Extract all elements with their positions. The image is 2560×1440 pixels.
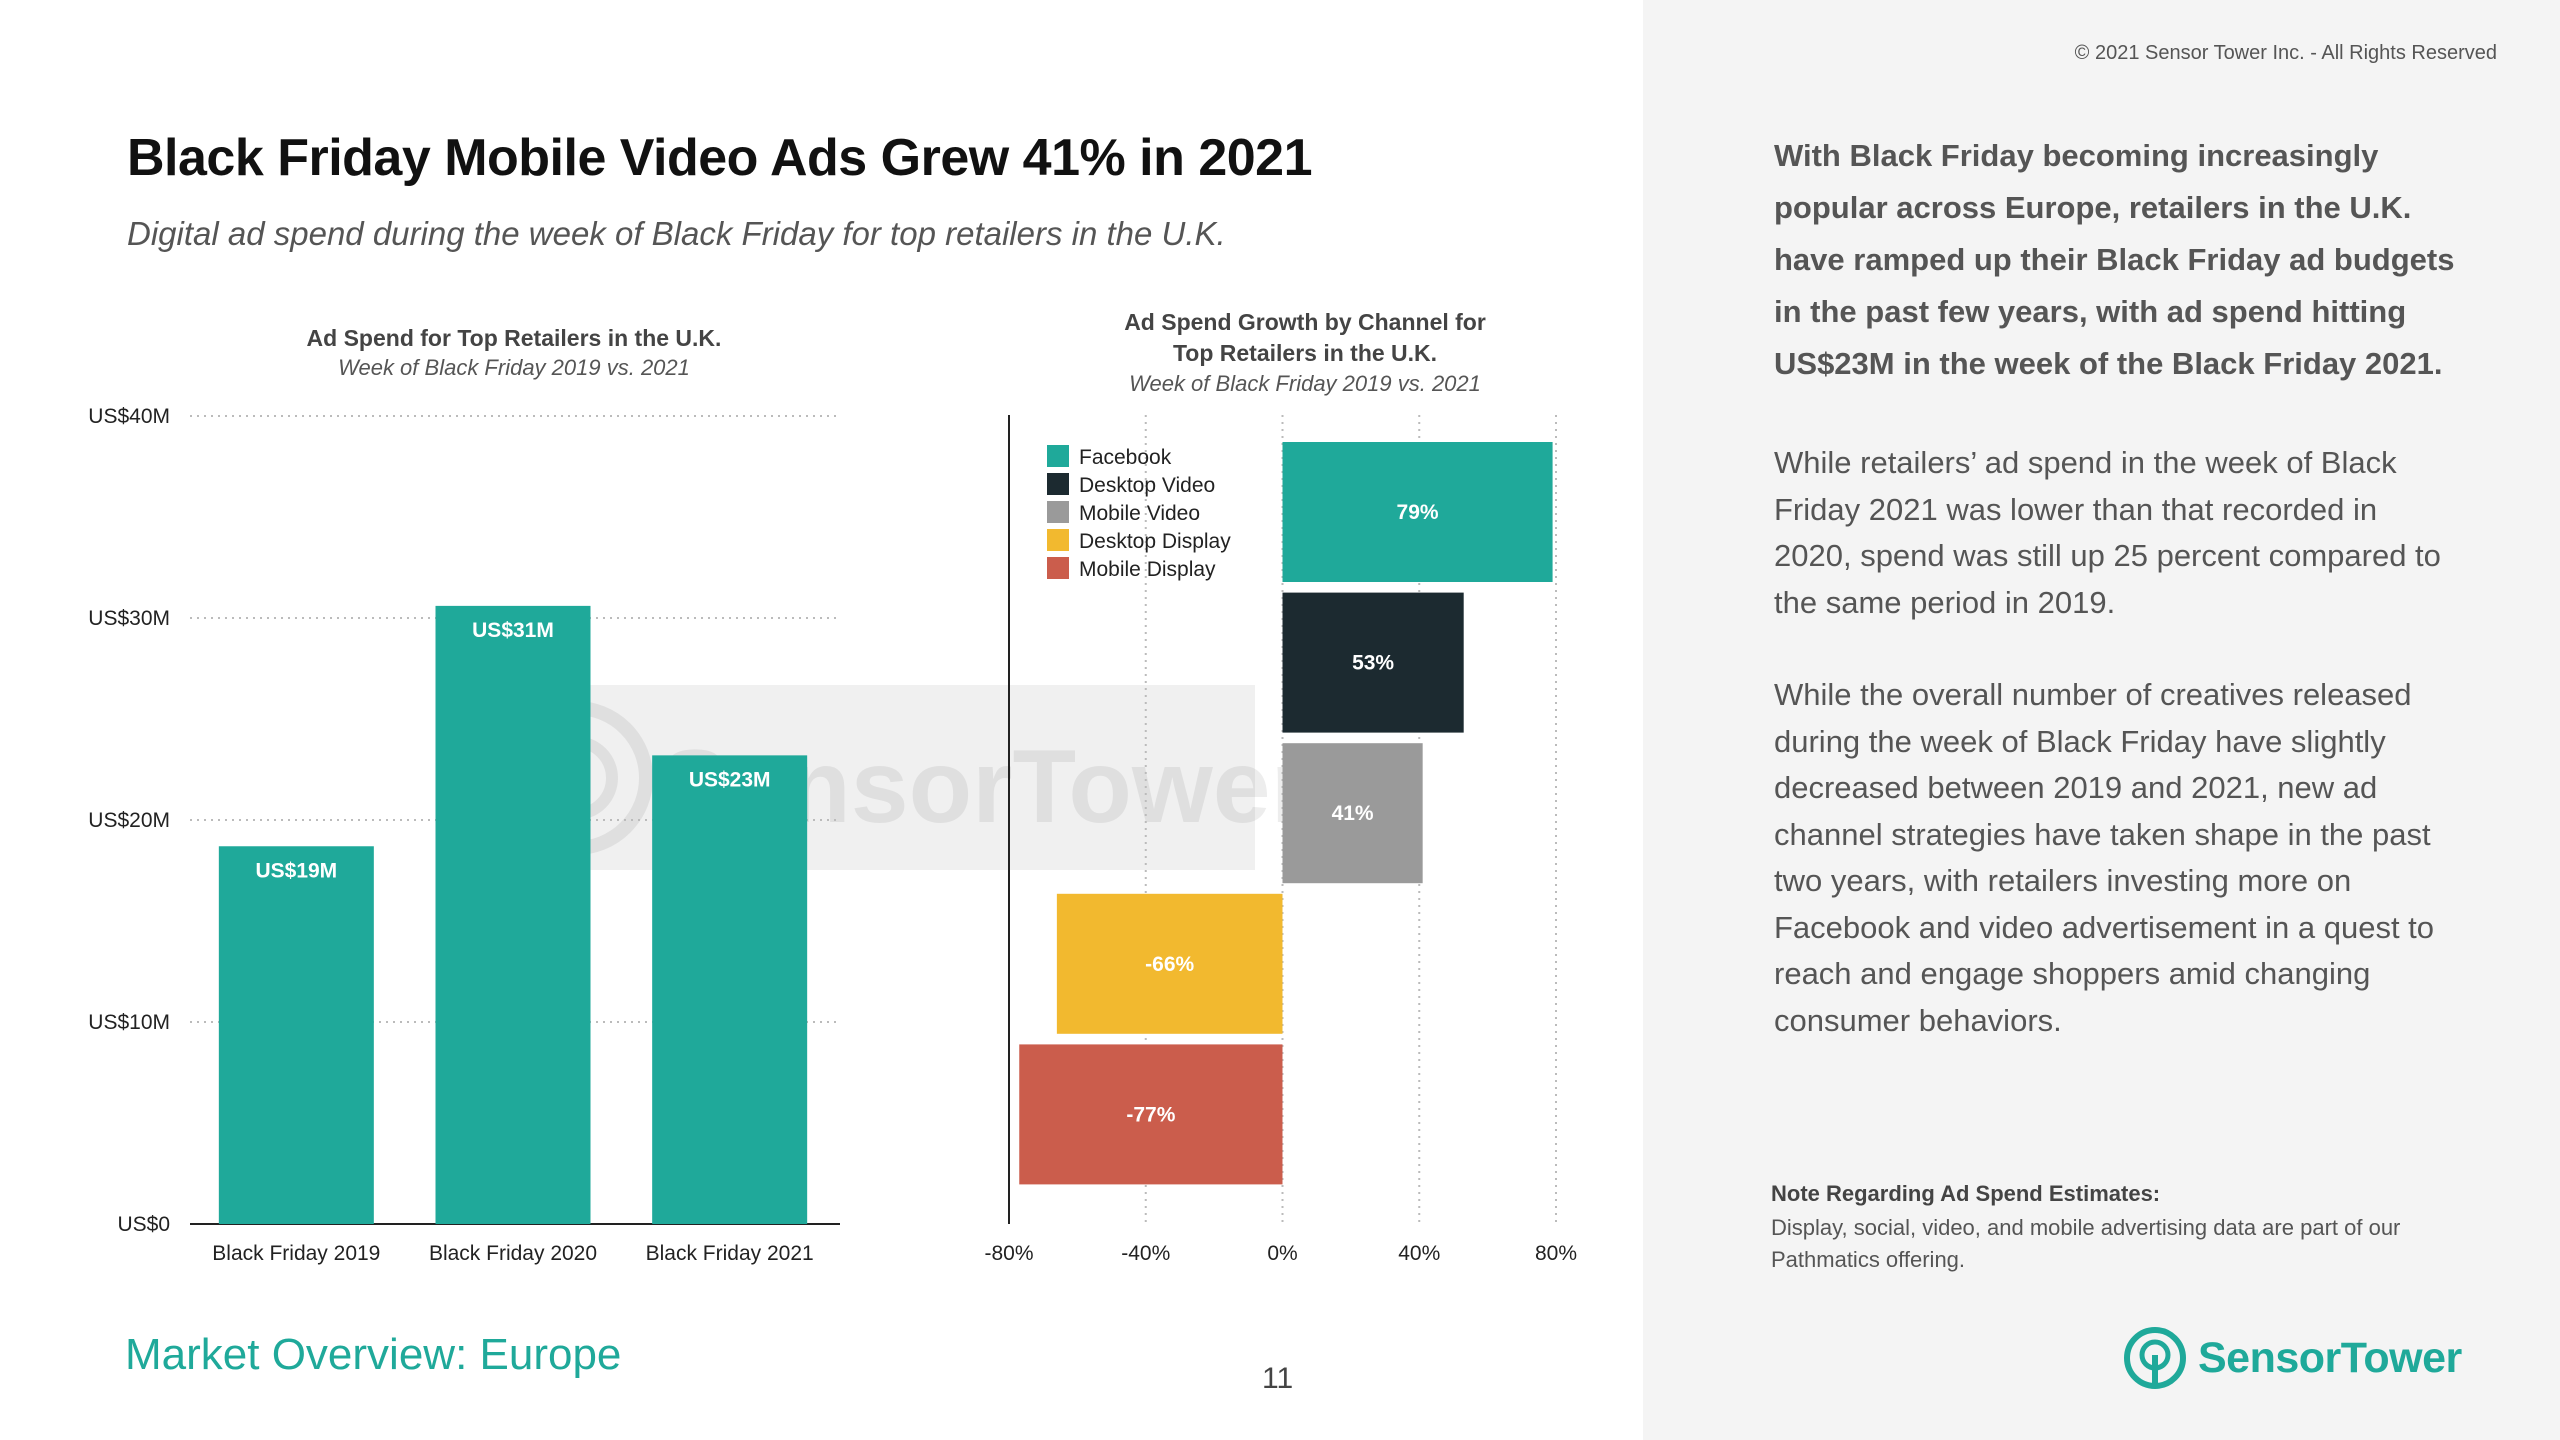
legend-swatch: [1047, 529, 1069, 551]
paragraph-2: While retailers’ ad spend in the week of…: [1774, 440, 2474, 626]
p3-line: While the overall number of creatives re…: [1774, 677, 2412, 712]
y-tick-label: US$40M: [88, 405, 170, 428]
right-panel: [1643, 0, 2560, 1440]
legend-swatch: [1047, 501, 1069, 523]
p3-line: consumer behaviors.: [1774, 1002, 2062, 1038]
legend-label: Desktop Video: [1079, 474, 1215, 497]
legend-label: Mobile Video: [1079, 502, 1200, 525]
bar-value-label: US$31M: [472, 619, 554, 642]
p3-line: during the week of Black Friday have sli…: [1774, 723, 2386, 759]
y-tick-label: US$10M: [88, 1011, 170, 1034]
p1-line: in the past few years, with ad spend hit…: [1774, 294, 2407, 329]
p3-line: Facebook and video advertisement in a qu…: [1774, 909, 2435, 945]
x-tick-label: 0%: [1267, 1242, 1297, 1265]
note-title: Note Regarding Ad Spend Estimates:: [1771, 1181, 2161, 1206]
note-body: Display, social, video, and mobile adver…: [1771, 1215, 2401, 1272]
x-tick-label: -80%: [984, 1242, 1033, 1265]
legend-swatch: [1047, 445, 1069, 467]
chart1: US$0 US$10M US$20M US$30M US$40M US$19M Black …: [88, 405, 840, 1265]
x-tick-label: Black Friday 2019: [212, 1242, 380, 1265]
legend-label: Mobile Display: [1079, 558, 1216, 581]
p2-line: the same period in 2019.: [1774, 584, 2116, 620]
bar-value-label: US$23M: [689, 768, 771, 791]
section-name: Market Overview: Europe: [125, 1330, 622, 1379]
chart2-title-line1: Ad Spend Growth by Channel for: [1124, 309, 1486, 335]
x-tick-label: Black Friday 2021: [646, 1242, 814, 1265]
paragraph-3: While the overall number of creatives re…: [1774, 672, 2474, 1044]
chart1-subtitle: Week of Black Friday 2019 vs. 2021: [338, 355, 690, 380]
bar: [652, 755, 808, 1224]
bar: [1056, 893, 1283, 1034]
y-tick-label: US$0: [117, 1213, 170, 1236]
page-title: Black Friday Mobile Video Ads Grew 41% i…: [127, 129, 1313, 187]
brand-name: SensorTower: [2198, 1333, 2462, 1382]
bar-value-label: 53%: [1352, 652, 1394, 675]
page-number: 11: [1262, 1362, 1294, 1395]
bar-value-label: US$19M: [255, 859, 337, 882]
bar: [1282, 592, 1464, 733]
p3-line: two years, with retailers investing more…: [1774, 863, 2352, 898]
brand-logo: SensorTower: [2122, 1325, 2462, 1391]
legend-swatch: [1047, 557, 1069, 579]
copyright: © 2021 Sensor Tower Inc. - All Rights Re…: [2074, 42, 2497, 64]
watermark-bg: [470, 685, 1255, 870]
watermark: [470, 685, 1255, 870]
sensortower-logo-icon: [2124, 1327, 2186, 1389]
chart2-title-line2: Top Retailers in the U.K.: [1172, 340, 1438, 366]
chart2-subtitle: Week of Black Friday 2019 vs. 2021: [1129, 371, 1481, 396]
charts-svg: SensorTower US$0US$10MUS$20MUS$30MUS$40M…: [88, 405, 1577, 1265]
bar: [435, 605, 591, 1224]
p2-line: 2020, spend was still up 25 percent comp…: [1774, 538, 2441, 573]
p3-line: reach and engage shoppers amid changing: [1774, 956, 2371, 991]
bar-value-label: -66%: [1145, 953, 1194, 976]
p1-line: With Black Friday becoming increasingly: [1774, 138, 2379, 173]
y-tick-label: US$30M: [88, 607, 170, 630]
p3-line: channel strategies have taken shape in t…: [1774, 816, 2431, 852]
page-subtitle: Digital ad spend during the week of Blac…: [127, 215, 1226, 252]
legend-swatch: [1047, 473, 1069, 495]
p1-line: US$23M in the week of the Black Friday 2…: [1774, 346, 2443, 381]
y-tick-label: US$20M: [88, 809, 170, 832]
p3-line: decreased between 2019 and 2021, new ad: [1774, 770, 2378, 805]
x-tick-label: 40%: [1398, 1242, 1440, 1265]
p2-line: While retailers’ ad spend in the week of…: [1774, 445, 2397, 480]
x-tick-label: Black Friday 2020: [429, 1242, 597, 1265]
bar: [218, 846, 374, 1224]
chart1-title: Ad Spend for Top Retailers in the U.K.: [306, 325, 722, 351]
x-tick-label: -40%: [1121, 1242, 1170, 1265]
x-tick-label: 80%: [1535, 1242, 1577, 1265]
p2-line: Friday 2021 was lower than that recorded…: [1774, 491, 2378, 527]
p1-line: popular across Europe, retailers in the …: [1774, 190, 2412, 225]
chart2-title: Ad Spend Growth by Channel for Top Retai…: [1005, 307, 1605, 369]
paragraph-1: With Black Friday becoming increasingly …: [1774, 130, 2474, 390]
bar: [1019, 1044, 1283, 1185]
legend-label: Desktop Display: [1079, 530, 1231, 553]
bar-value-label: 79%: [1397, 501, 1439, 524]
p1-line: have ramped up their Black Friday ad bud…: [1774, 242, 2455, 277]
bar: [1282, 442, 1553, 582]
bar: [1282, 743, 1423, 884]
bar-value-label: -77%: [1126, 1103, 1175, 1126]
legend-label: Facebook: [1079, 446, 1172, 469]
chart2: -80% -40% 0% 40% 80% 79% 53% 41% -66% -77% Faceboo…: [984, 415, 1577, 1265]
bar-value-label: 41%: [1332, 802, 1374, 825]
